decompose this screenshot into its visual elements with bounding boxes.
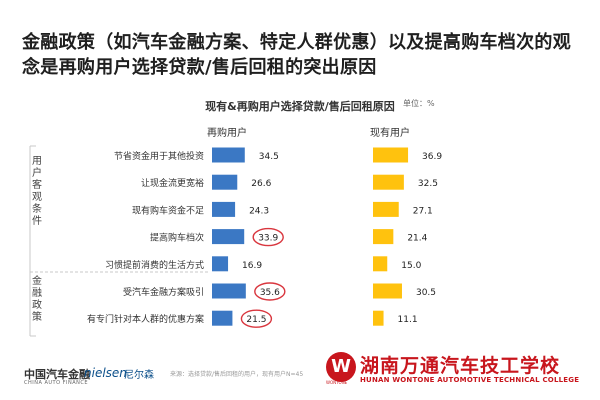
bar-repurchase [212,201,236,217]
headline: 金融政策（如汽车金融方案、特定人群优惠）以及提高购车档次的观念是再购用户选择贷款… [22,32,571,78]
bar-repurchase [212,283,246,299]
data-label-existing: 11.1 [398,315,418,325]
category-label: 节省资金用于其他投资 [114,150,204,162]
highlight-circle [254,282,286,301]
bar-repurchase [212,310,233,326]
data-label-repurchase: 24.3 [249,206,269,216]
bar-existing [373,201,399,217]
data-label-repurchase: 34.5 [259,152,279,162]
chart-title: 现有&再购用户选择贷款/售后回租原因 [205,100,395,113]
bar-existing [373,174,404,190]
category-label: 提高购车档次 [150,232,204,244]
category-label: 受汽车金融方案吸引 [123,286,204,298]
bar-existing [373,229,394,245]
group-label-1: 金融政策 [32,274,42,323]
bar-existing [373,283,402,299]
bar-repurchase [212,256,229,272]
school-name-en-watermark: HUNAN WONTONE AUTOMOTIVE TECHNICAL COLLE… [360,376,580,384]
series-header-repurchase: 再购用户 [207,128,247,139]
data-label-repurchase: 35.6 [260,288,280,298]
data-label-repurchase: 16.9 [242,261,262,271]
category-label: 有专门针对本人群的优惠方案 [87,313,204,325]
bar-existing [373,147,409,163]
group-label-0: 用户客观条件 [32,156,42,227]
highlight-circle [240,309,273,328]
data-label-existing: 32.5 [418,179,438,189]
school-logo-badge-text: WONTONE [326,380,348,385]
bar-existing [373,310,384,326]
data-label-repurchase: 21.5 [246,315,266,325]
unit-label: 单位：% [403,99,435,108]
school-logo-icon: W [326,352,356,382]
data-label-existing: 21.4 [407,234,427,244]
category-label: 让现金流更宽裕 [141,177,204,189]
highlight-circle [252,227,284,247]
data-label-repurchase: 33.9 [258,234,278,244]
data-label-existing: 15.0 [401,261,421,271]
data-label-existing: 30.5 [416,288,436,298]
category-label: 现有购车资金不足 [132,204,204,216]
bar-existing [373,256,388,272]
nielsen-logo-cn: 尼尔森 [124,370,154,381]
series-header-existing: 现有用户 [370,128,410,139]
data-label-repurchase: 26.6 [251,179,271,189]
china-auto-finance-logo-sub: CHINA AUTO FINANCE [24,380,89,386]
bar-repurchase [212,174,238,190]
category-label: 习惯提前消费的生活方式 [105,259,204,271]
data-label-existing: 27.1 [413,206,433,216]
bar-repurchase [212,229,245,245]
source-note: 来源：选择贷款/售后回租的用户，现有用户N=45 [170,371,304,378]
china-auto-finance-logo: 中国汽车金融 [24,368,90,381]
nielsen-logo: nielsen [84,366,127,380]
data-label-existing: 36.9 [422,152,442,162]
school-name-watermark: 湖南万通汽车技工学校 [360,355,561,377]
bar-repurchase [212,147,245,163]
